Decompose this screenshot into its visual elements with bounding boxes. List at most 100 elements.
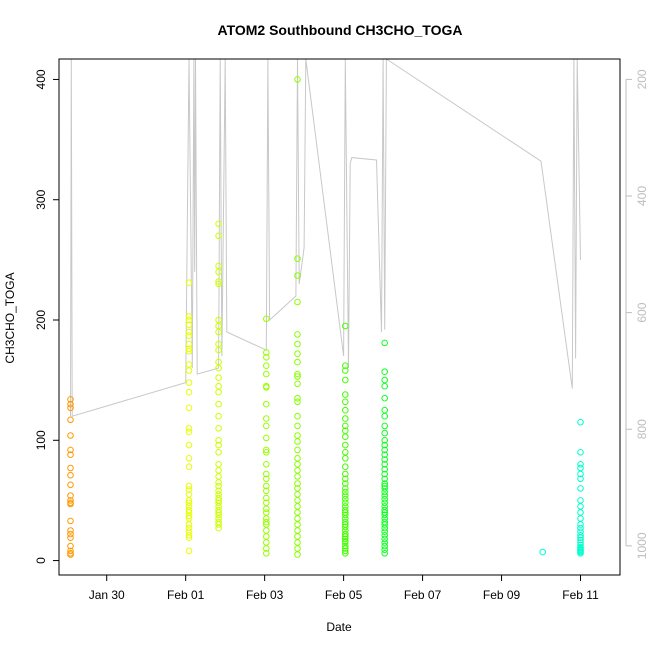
data-point	[381, 499, 389, 507]
data-point	[215, 499, 222, 507]
x-tick-label: Feb 05	[325, 588, 363, 602]
data-point	[577, 470, 584, 478]
data-point	[67, 534, 74, 542]
data-point	[185, 547, 193, 555]
x-axis-label: Date	[326, 620, 352, 634]
data-point	[215, 412, 222, 420]
data-point	[342, 485, 349, 492]
data-point	[381, 470, 389, 478]
data-point	[342, 322, 349, 330]
data-point	[294, 473, 301, 480]
data-point	[342, 495, 349, 503]
data-point	[215, 262, 222, 270]
data-point	[185, 313, 193, 320]
y-tick-label: 300	[34, 189, 48, 209]
data-point	[185, 361, 193, 368]
y-tick-label: 200	[34, 310, 48, 330]
data-point	[67, 547, 74, 555]
data-point	[185, 316, 193, 324]
data-point	[342, 376, 349, 384]
data-point	[342, 545, 349, 552]
x-tick-label: Jan 30	[89, 588, 125, 602]
data-point	[67, 530, 74, 538]
data-point	[342, 547, 349, 555]
data-point	[67, 481, 74, 489]
data-point	[381, 437, 389, 444]
data-point	[294, 76, 301, 83]
data-point	[381, 495, 389, 503]
data-point	[342, 480, 349, 487]
data-point	[294, 298, 301, 306]
data-point	[381, 456, 389, 463]
data-point	[263, 550, 270, 557]
data-point	[185, 499, 193, 507]
data-point	[381, 521, 389, 528]
y-axis: 0 100 200 300 400	[34, 69, 60, 564]
data-point	[294, 527, 301, 534]
data-point	[381, 542, 389, 550]
data-point	[294, 412, 301, 420]
data-point	[577, 536, 584, 544]
data-point	[263, 370, 270, 378]
data-point	[342, 511, 349, 519]
data-point	[294, 509, 301, 516]
data-point	[381, 480, 389, 487]
data-point	[342, 470, 349, 478]
y-axis-label: CH3CHO_TOGA	[3, 272, 17, 363]
data-point	[577, 550, 584, 557]
data-point	[215, 521, 222, 528]
data-point	[294, 358, 301, 366]
data-point	[67, 404, 74, 412]
data-point	[342, 506, 349, 514]
data-point	[294, 491, 301, 498]
data-point	[263, 539, 270, 546]
data-point	[215, 437, 222, 444]
data-point	[67, 451, 74, 459]
data-point	[381, 532, 389, 539]
data-point	[215, 449, 222, 456]
data-point	[215, 487, 222, 495]
data-point	[342, 535, 349, 543]
secondary-y-tick-label: 1000	[635, 532, 649, 559]
data-point	[263, 415, 270, 422]
data-point	[381, 511, 389, 519]
data-point	[342, 449, 349, 456]
data-point	[577, 461, 584, 468]
data-point	[381, 465, 389, 473]
data-point	[263, 518, 270, 526]
data-point	[294, 545, 301, 552]
plot-area-frame	[58, 58, 621, 576]
data-point	[294, 370, 301, 378]
data-point	[263, 461, 270, 468]
chart-title: ATOM2 Southbound CH3CHO_TOGA	[218, 22, 463, 38]
data-point	[294, 373, 301, 380]
data-point	[67, 517, 74, 525]
data-point	[342, 422, 349, 430]
data-point	[67, 432, 74, 439]
data-point	[263, 384, 270, 391]
data-point	[185, 455, 193, 462]
data-point	[263, 400, 270, 408]
data-point	[67, 492, 74, 499]
data-point	[215, 278, 222, 285]
data-point	[215, 280, 222, 288]
data-point	[215, 524, 222, 532]
data-point	[215, 511, 222, 519]
x-tick-label: Feb 07	[404, 588, 442, 602]
data-point	[185, 379, 193, 386]
data-point	[215, 388, 222, 396]
data-point	[381, 528, 389, 536]
data-point	[577, 464, 584, 472]
data-point	[67, 497, 74, 504]
data-point	[381, 376, 389, 384]
data-point	[294, 350, 301, 358]
data-point	[185, 482, 193, 490]
data-point	[185, 328, 193, 336]
data-point	[263, 349, 270, 356]
data-point	[342, 523, 349, 531]
data-point	[577, 532, 584, 539]
data-point	[185, 367, 193, 374]
data-point	[185, 428, 193, 436]
